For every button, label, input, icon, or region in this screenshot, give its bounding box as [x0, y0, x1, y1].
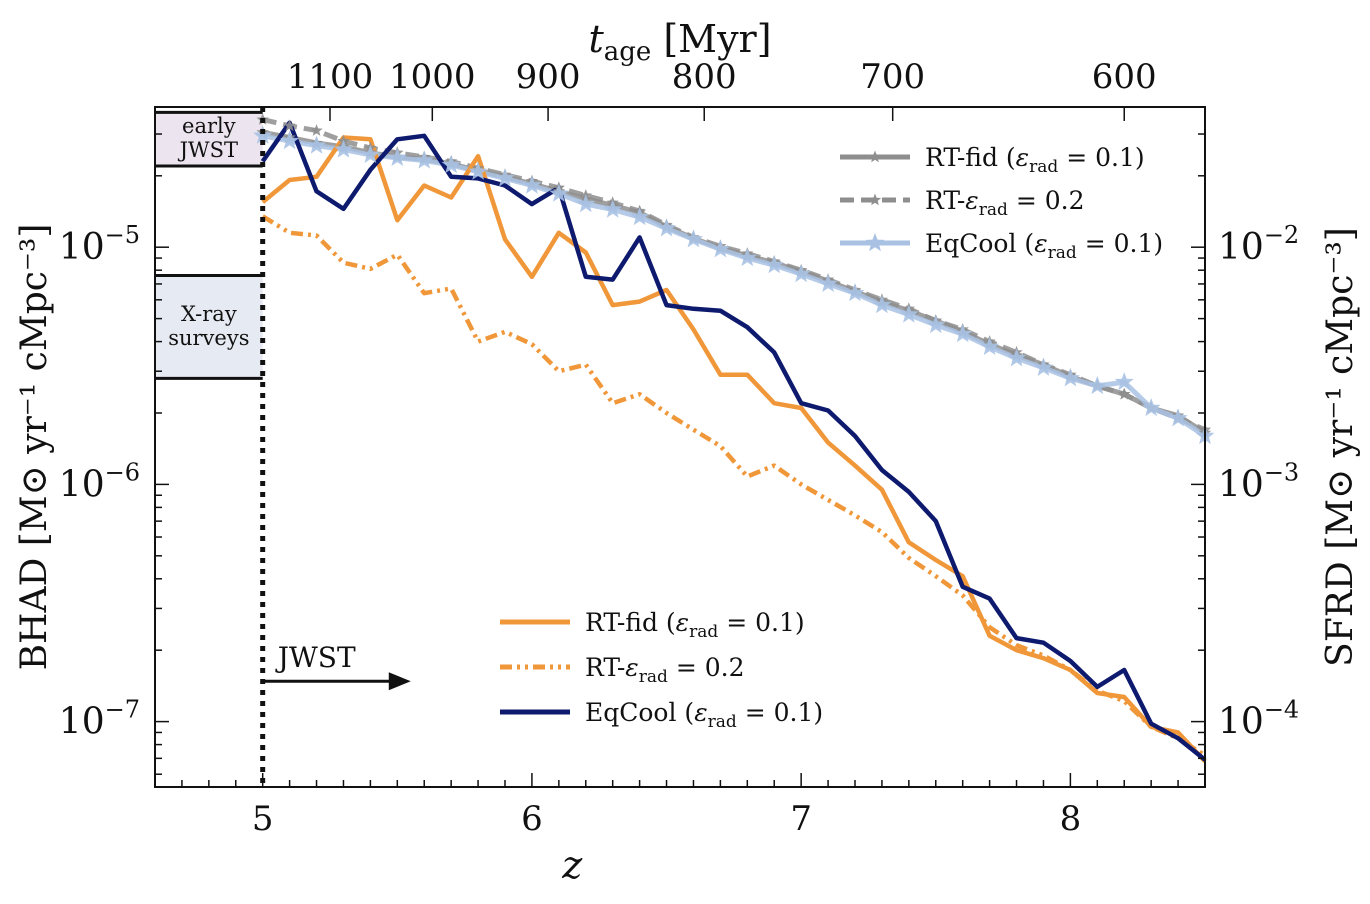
top-tick-label-4: 700	[860, 57, 925, 97]
sfrd-marker-2-28	[1007, 348, 1026, 367]
plot-background	[155, 107, 1205, 787]
sfrd-marker-2-14	[630, 207, 650, 226]
x-tick-label-1: 6	[521, 799, 543, 839]
annotation-layer: JWST	[260, 107, 411, 787]
observation-band-1	[155, 275, 263, 379]
sfrd-marker-2-1	[280, 131, 300, 150]
x-tick-label-3: 8	[1060, 799, 1082, 839]
observation-band-0	[155, 112, 263, 166]
top-tick-label-2: 900	[516, 57, 581, 97]
top-axis-label: tage [Myr]	[588, 17, 771, 67]
sfrd-marker-1-2	[310, 124, 323, 136]
axis-layer: 5 6 7 8 z 1100 1000 900 800 700 600 tage [Myr] 10−5 1…	[14, 17, 1361, 887]
jwst-arrow-head	[388, 672, 411, 691]
sfrd-marker-2-11	[549, 183, 569, 202]
sfrd-marker-2-34	[1168, 408, 1188, 427]
x-axis-label: z	[561, 843, 583, 887]
sfrd-marker-2-7	[441, 155, 461, 174]
sfrd-marker-2-22	[845, 283, 865, 302]
sfrd-marker-2-31	[1087, 376, 1107, 395]
plot-frame	[154, 106, 1206, 788]
sfrd-marker-2-9	[495, 168, 515, 187]
sfrd-marker-2-32	[1114, 372, 1134, 391]
left-axis-label: BHAD [M⊙ yr⁻¹ cMpc⁻³]	[14, 224, 55, 671]
bhad-series-2	[260, 120, 1207, 762]
sfrd-marker-2-8	[468, 161, 488, 180]
sfrd-legend-marker-2	[865, 233, 885, 252]
bhad-series-1	[261, 214, 1207, 758]
sfrd-marker-1-32	[1118, 387, 1131, 400]
observation-label-1-0: X-ray	[181, 302, 237, 326]
sfrd-marker-2-30	[1060, 368, 1080, 387]
sfrd-marker-2-27	[980, 336, 1000, 355]
left-tick-label-0: 10−5	[59, 221, 140, 268]
sfrd-marker-2-12	[576, 194, 596, 213]
x-tick-label-0: 5	[252, 799, 274, 839]
bhad-legend-label-1: RT-εrad = 0.2	[585, 653, 744, 687]
top-tick-label-0: 1100	[287, 57, 374, 97]
observation-label-0-0: early	[182, 114, 236, 138]
sfrd-marker-2-19	[764, 255, 784, 274]
sfrd-marker-2-16	[684, 229, 703, 248]
sfrd-legend-label-0: RT-fid (εrad = 0.1)	[925, 143, 1145, 177]
sfrd-marker-2-0	[253, 125, 273, 144]
top-tick-label-1: 1000	[389, 57, 476, 97]
right-tick-label-0: 10−2	[1218, 221, 1299, 268]
sfrd-marker-2-26	[953, 324, 973, 343]
top-tick-label-3: 800	[672, 57, 737, 97]
left-tick-label-2: 10−7	[59, 696, 140, 743]
sfrd-marker-2-2	[307, 135, 326, 154]
sfrd-marker-2-4	[360, 144, 380, 163]
bhad-legend-label-0: RT-fid (εrad = 0.1)	[585, 608, 805, 642]
sfrd-marker-2-20	[791, 264, 811, 283]
sfrd-marker-2-24	[899, 304, 919, 323]
observation-label-1-1: surveys	[168, 326, 249, 350]
sfrd-marker-2-10	[522, 175, 542, 194]
jwst-arrow-label: JWST	[275, 641, 356, 674]
right-tick-label-1: 10−3	[1218, 458, 1299, 505]
sfrd-marker-2-17	[710, 239, 730, 258]
right-axis-label: SFRD [M⊙ yr⁻¹ cMpc⁻³]	[1320, 227, 1361, 667]
sfrd-marker-1-1	[283, 119, 296, 131]
sfrd-marker-2-18	[737, 248, 757, 267]
sfrd-legend-marker-1	[868, 193, 882, 206]
sfrd-legend-label-2: EqCool (εrad = 0.1)	[925, 229, 1163, 263]
sfrd-marker-2-3	[334, 139, 353, 158]
sfrd-legend-label-1: RT-εrad = 0.2	[925, 186, 1084, 220]
bhad-legend-label-2: EqCool (εrad = 0.1)	[585, 698, 823, 732]
sfrd-marker-2-25	[926, 315, 946, 334]
sfrd-marker-2-33	[1141, 398, 1161, 417]
sfrd-marker-2-5	[387, 147, 407, 166]
sfrd-legend-marker-0	[868, 150, 882, 163]
right-tick-label-2: 10−4	[1218, 696, 1299, 743]
x-tick-label-2: 7	[790, 799, 812, 839]
sfrd-marker-2-29	[1034, 357, 1053, 376]
legend-layer: RT-fid (εrad = 0.1) RT-εrad = 0.2 EqCool (…	[500, 143, 1163, 732]
sfrd-marker-2-13	[603, 199, 623, 218]
top-tick-label-5: 600	[1092, 57, 1157, 97]
observation-label-0-1: JWST	[178, 138, 238, 162]
left-tick-label-1: 10−6	[59, 458, 140, 505]
sfrd-marker-2-23	[872, 295, 892, 314]
sfrd-marker-2-15	[657, 218, 676, 237]
sfrd-marker-2-6	[414, 150, 434, 169]
sfrd-marker-2-21	[818, 273, 838, 292]
